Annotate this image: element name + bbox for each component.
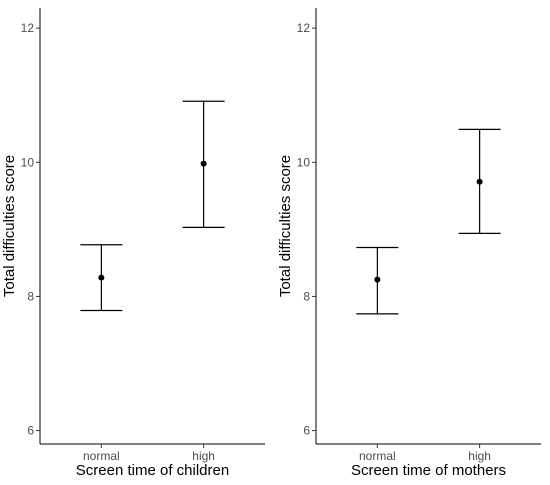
mean-point bbox=[374, 276, 381, 283]
y-tick-label: 8 bbox=[303, 289, 310, 303]
y-tick-label: 10 bbox=[21, 155, 35, 169]
x-axis-title: Screen time of children bbox=[76, 462, 229, 479]
y-tick-label: 12 bbox=[297, 21, 311, 35]
y-tick-label: 6 bbox=[27, 424, 34, 438]
y-tick-label: 10 bbox=[297, 155, 311, 169]
x-tick-label: high bbox=[468, 449, 491, 463]
mean-point bbox=[98, 274, 105, 281]
y-axis-title: Total difficulties score bbox=[1, 155, 18, 297]
x-tick-label: normal bbox=[83, 449, 120, 463]
x-tick-label: high bbox=[192, 449, 215, 463]
y-tick-label: 12 bbox=[21, 21, 35, 35]
mean-point bbox=[200, 160, 207, 167]
x-axis-title: Screen time of mothers bbox=[351, 462, 506, 479]
y-tick-label: 6 bbox=[303, 424, 310, 438]
y-tick-label: 8 bbox=[27, 289, 34, 303]
mean-point bbox=[476, 178, 483, 185]
x-tick-label: normal bbox=[359, 449, 396, 463]
y-axis-title: Total difficulties score bbox=[277, 155, 294, 297]
